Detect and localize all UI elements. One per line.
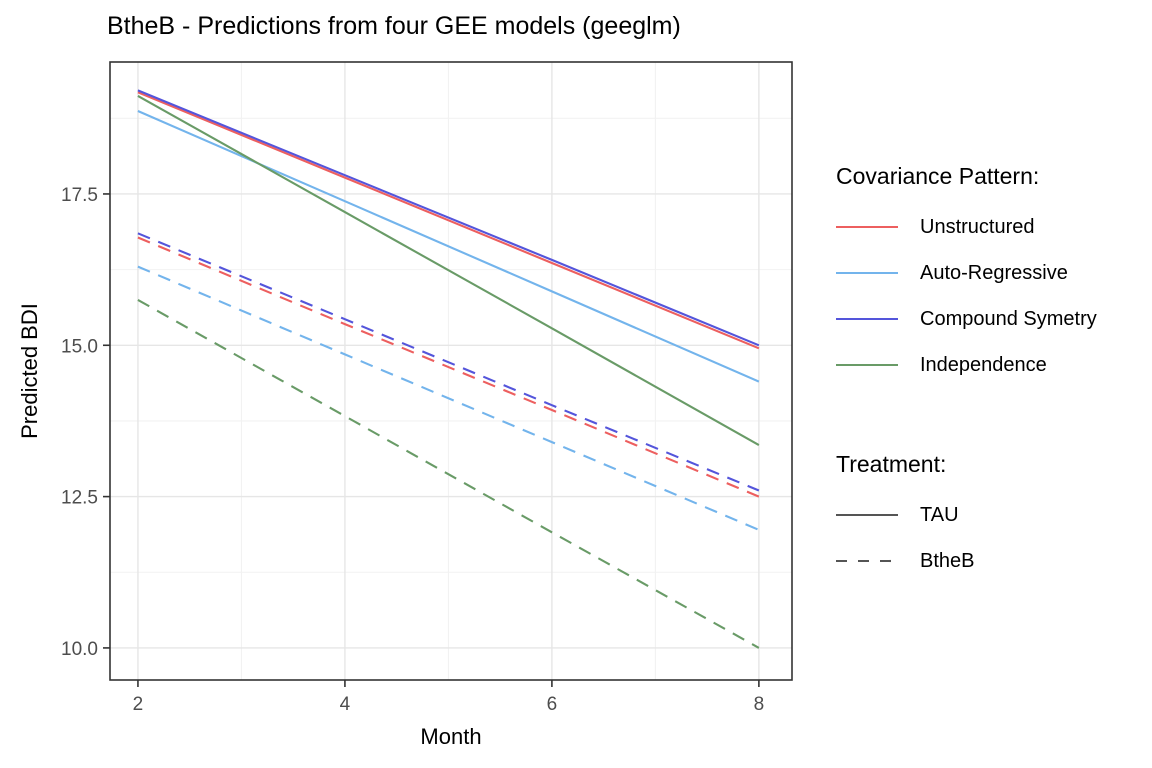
legend-key-independence-line-icon	[836, 363, 898, 367]
y-tick-label: 17.5	[61, 185, 98, 206]
legend-item-btheb: BtheB	[836, 538, 1146, 584]
series-btheb-compound-symetry	[137, 232, 760, 492]
legend-key-btheb-line-icon	[836, 559, 898, 563]
legend-key-auto-regressive-line-icon	[836, 271, 898, 275]
series-tau-independence	[137, 94, 760, 447]
legend-item-independence: Independence	[836, 342, 1146, 388]
legend-item-auto-regressive: Auto-Regressive	[836, 250, 1146, 296]
legend-key-compound-symetry-line-icon	[836, 317, 898, 321]
y-tick-label: 12.5	[61, 488, 98, 509]
x-tick-label: 8	[754, 694, 765, 715]
series-btheb-unstructured	[137, 236, 760, 498]
legend-label-independence: Independence	[920, 353, 1047, 376]
x-tick-label: 4	[340, 694, 351, 715]
legend-item-unstructured: Unstructured	[836, 204, 1146, 250]
series-btheb-auto-regressive	[137, 265, 760, 531]
y-axis-title: Predicted BDI	[17, 303, 42, 439]
legend-label-compound-symetry: Compound Symetry	[920, 307, 1097, 330]
legend-key-tau-line-icon	[836, 513, 898, 517]
legend-label-tau: TAU	[920, 503, 959, 526]
legend-label-btheb: BtheB	[920, 549, 975, 572]
y-tick-label: 15.0	[61, 336, 98, 357]
legend-label-unstructured: Unstructured	[920, 215, 1035, 238]
x-tick-label: 6	[547, 694, 558, 715]
chart-title: BtheB - Predictions from four GEE models…	[107, 12, 681, 40]
legend-label-auto-regressive: Auto-Regressive	[920, 261, 1068, 284]
series-tau-auto-regressive	[137, 110, 760, 383]
series-tau-unstructured	[137, 91, 760, 350]
legend-item-compound-symetry: Compound Symetry	[836, 296, 1146, 342]
legend: Covariance Pattern: Unstructured Auto-Regr…	[836, 162, 1146, 584]
series-btheb-independence	[137, 298, 760, 649]
y-tick-label: 10.0	[61, 639, 98, 660]
panel-border	[109, 61, 793, 681]
legend-key-unstructured-line-icon	[836, 225, 898, 229]
series-tau-compound-symetry	[137, 89, 760, 347]
x-tick-label: 2	[133, 694, 144, 715]
treatment-legend-title: Treatment:	[836, 451, 947, 477]
legend-item-tau: TAU	[836, 492, 1146, 538]
x-axis-title: Month	[420, 724, 482, 749]
covariance-pattern-legend-title: Covariance Pattern:	[836, 163, 1040, 189]
